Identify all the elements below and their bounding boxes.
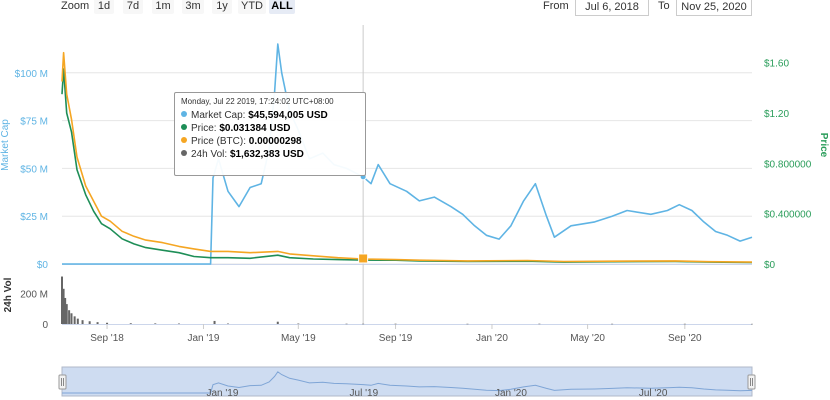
x-tick-label: Sep '20 (668, 333, 702, 344)
zoom-1y-button[interactable]: 1y (212, 0, 232, 14)
to-date-input[interactable] (676, 0, 752, 16)
volume-bar (129, 323, 132, 324)
highlight-marker (358, 253, 369, 264)
volume-bar (276, 321, 279, 324)
navigator-tick-label: Jul '20 (639, 388, 668, 399)
from-date-input[interactable] (575, 0, 649, 16)
volume-bar (538, 323, 541, 325)
volume-bar (76, 318, 79, 324)
volume-bar (81, 320, 84, 324)
volume-bar (297, 323, 300, 325)
volume-bar (88, 321, 91, 324)
volume-bar (177, 323, 180, 325)
navigator-tick-label: Jan '19 (206, 388, 238, 399)
volume-bar (466, 323, 469, 325)
tooltip-label: Price: (191, 123, 217, 134)
y-volume-axis-title: 24h Vol (3, 277, 14, 312)
price-dot-icon (181, 124, 187, 130)
navigator-left-handle[interactable] (58, 374, 67, 390)
tooltip-value: 0.00000298 (248, 136, 302, 147)
price-btc-dot-icon (181, 137, 187, 143)
y-volume-tick-label: 0 (42, 320, 48, 331)
tooltip-row-price: Price: $0.031384 USD (181, 122, 359, 135)
navigator-right-handle[interactable] (747, 374, 756, 390)
volume-bar (96, 322, 99, 324)
zoom-all-button[interactable]: ALL (269, 0, 295, 14)
volume-bar (70, 313, 73, 324)
volume-bar (68, 310, 71, 324)
volume-bar (362, 323, 365, 325)
navigator-tick-label: Jan '20 (495, 388, 527, 399)
y-left-axis-title: Market Cap (0, 119, 11, 171)
navigator-series (62, 371, 753, 394)
x-tick-label: Sep '18 (90, 333, 124, 344)
volume-bar (62, 288, 65, 324)
tooltip-value: $45,594,005 USD (248, 110, 328, 121)
tooltip-value: $1,632,383 USD (229, 149, 304, 160)
volume-bar (394, 323, 397, 325)
tooltip-date: Monday, Jul 22 2019, 17:24:02 UTC+08:00 (181, 97, 334, 106)
volume-bar (611, 323, 614, 325)
series-line-price-btc (61, 51, 753, 263)
zoom-1m-button[interactable]: 1m (152, 0, 174, 14)
zoom-7d-button[interactable]: 7d (123, 0, 143, 14)
series-line-market-cap (62, 43, 753, 265)
y-left-tick-label: $100 M (15, 69, 48, 80)
volume-bar (226, 323, 229, 325)
zoom-3m-button[interactable]: 3m (182, 0, 204, 14)
y-left-tick-label: $0 (37, 260, 49, 271)
range-toolbar: Zoom 1d 7d 1m 3m 1y YTD ALL From To (0, 0, 830, 18)
volume-bar (154, 323, 157, 324)
y-left-tick-label: $25 M (20, 212, 48, 223)
x-tick-label: Sep '19 (379, 333, 413, 344)
tooltip-label: 24h Vol: (191, 149, 228, 160)
y-left-tick-label: $50 M (20, 164, 48, 175)
tooltip-value: $0.031384 USD (219, 123, 291, 134)
volume-bar (213, 320, 216, 324)
series-line-price (61, 68, 753, 264)
tooltip-label: Price (BTC): (191, 136, 246, 147)
market-cap-dot-icon (181, 111, 187, 117)
to-label: To (658, 0, 670, 12)
tooltip-row-price-btc: Price (BTC): 0.00000298 (181, 135, 359, 148)
volume-bar (73, 316, 76, 324)
x-tick-label: May '20 (570, 333, 605, 344)
y-right-tick-label: $1.20 (764, 109, 789, 120)
volume-bar (64, 297, 67, 324)
x-tick-label: Jan '19 (188, 333, 220, 344)
volume-bar (61, 276, 63, 324)
volume-bar (683, 323, 686, 325)
navigator-window (61, 366, 753, 397)
volume-dot-icon (181, 150, 187, 156)
volume-bar (345, 323, 348, 325)
zoom-1d-button[interactable]: 1d (94, 0, 114, 14)
y-right-tick-label: $0.800000 (764, 159, 812, 170)
tooltip-row-volume: 24h Vol: $1,632,383 USD (181, 148, 359, 161)
x-tick-label: Jan '20 (476, 333, 508, 344)
y-right-tick-label: $0 (764, 260, 776, 271)
y-volume-tick-label: 200 M (20, 289, 48, 300)
y-right-tick-label: $1.60 (764, 59, 789, 70)
volume-bar (65, 304, 68, 324)
y-left-tick-label: $75 M (20, 117, 48, 128)
volume-bar (106, 322, 109, 324)
tooltip-label: Market Cap: (191, 110, 246, 121)
navigator-tick-label: Jul '19 (350, 388, 379, 399)
zoom-label: Zoom (61, 0, 90, 12)
zoom-ytd-button[interactable]: YTD (238, 0, 266, 14)
volume-bar (751, 323, 753, 325)
chart-tooltip: Monday, Jul 22 2019, 17:24:02 UTC+08:00 … (174, 92, 366, 176)
tooltip-row-market-cap: Market Cap: $45,594,005 USD (181, 109, 359, 122)
y-right-axis-title: Price (818, 133, 829, 158)
x-tick-label: May '19 (281, 333, 316, 344)
from-label: From (543, 0, 569, 12)
y-right-tick-label: $0.400000 (764, 210, 812, 221)
